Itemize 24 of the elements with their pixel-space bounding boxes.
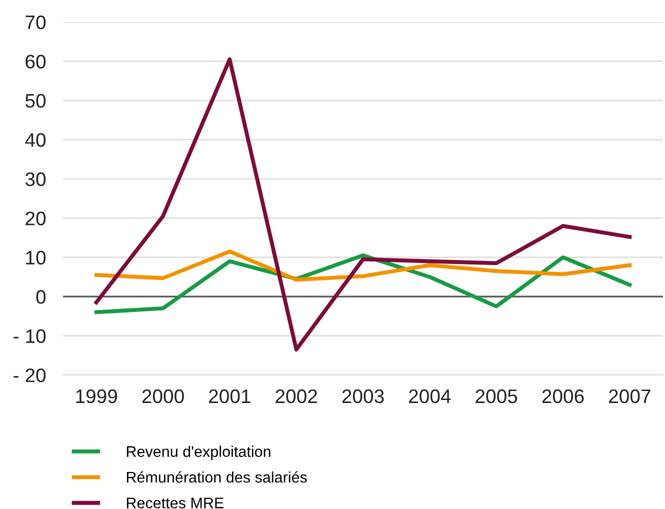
legend-label: Recettes MRE: [126, 498, 224, 508]
x-tick-label: 2006: [542, 389, 584, 404]
y-tick-label: 20: [26, 212, 46, 226]
line-series: [94, 57, 632, 352]
y-tick-label: 50: [25, 94, 46, 108]
y-tick-label: 10: [26, 250, 46, 265]
legend-label: Rémunération des salariés: [126, 471, 307, 483]
y-tick-label: 30: [25, 172, 46, 186]
x-tick-label: 2005: [476, 389, 518, 404]
line-series: [94, 250, 632, 282]
y-tick-label: - 10: [14, 329, 46, 344]
x-tick-label: 2000: [142, 389, 184, 404]
x-tick-label: 2007: [609, 389, 650, 404]
legend-label: Revenu d'exploitation: [126, 446, 270, 460]
y-tick-label: - 20: [14, 368, 46, 382]
x-tick-label: 2004: [409, 389, 451, 404]
y-tick-label: 60: [26, 54, 46, 68]
x-tick-label: 1999: [76, 389, 118, 404]
x-tick-label: 2003: [342, 389, 384, 404]
y-tick-label: 0: [36, 290, 46, 304]
y-tick-label: 70: [26, 15, 46, 30]
x-tick-label: 2001: [209, 389, 250, 404]
x-tick-label: 2002: [276, 389, 317, 404]
y-tick-label: 40: [25, 133, 46, 147]
